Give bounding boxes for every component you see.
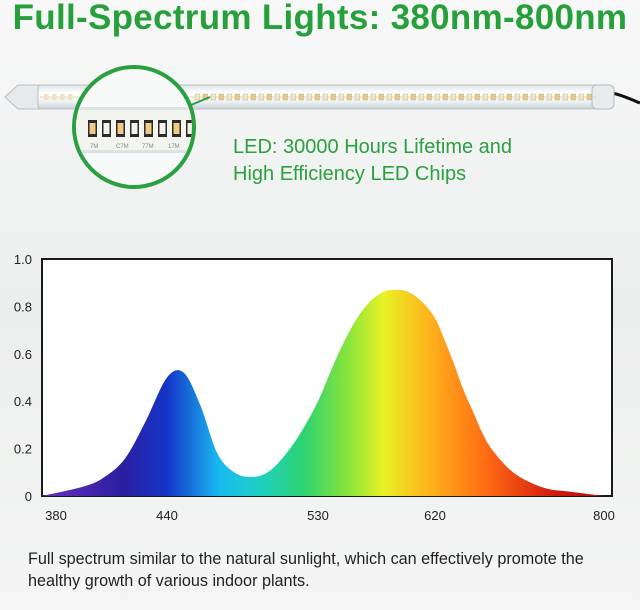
led-chip	[338, 93, 344, 101]
led-chip	[314, 93, 320, 101]
led-chip	[458, 93, 464, 101]
led-chip	[410, 93, 416, 101]
magnified-chip-phosphor	[131, 123, 138, 134]
led-chip	[562, 93, 568, 101]
y-tick-label: 0.4	[14, 394, 32, 409]
footer-description: Full spectrum similar to the natural sun…	[28, 550, 584, 590]
callout-line	[190, 96, 211, 106]
led-chip	[442, 93, 448, 101]
x-axis: 380 440 530 620 800	[45, 508, 615, 523]
led-chip	[250, 93, 256, 101]
led-chip	[330, 93, 336, 101]
led-chip	[234, 93, 240, 101]
led-chip	[482, 93, 488, 101]
y-tick-label: 0.6	[14, 347, 32, 362]
caption-line-2: High Efficiency LED Chips	[233, 163, 467, 185]
led-chip	[44, 94, 49, 100]
led-chip	[60, 94, 65, 100]
magnified-chip-phosphor	[103, 123, 110, 134]
led-chip	[546, 93, 552, 101]
led-chip	[578, 93, 584, 101]
led-chip	[538, 93, 544, 101]
led-chip	[498, 93, 504, 101]
led-chip	[322, 93, 328, 101]
led-chip	[530, 93, 536, 101]
led-chip	[354, 93, 360, 101]
x-tick-label: 380	[45, 508, 67, 523]
y-tick-label: 1.0	[14, 252, 32, 267]
magnified-led-chips	[88, 120, 192, 137]
chip-label: 17M	[168, 144, 180, 150]
magnified-chip-phosphor	[187, 123, 192, 134]
magnified-chip-phosphor	[89, 123, 96, 134]
led-chip	[226, 93, 232, 101]
led-chip	[474, 93, 480, 101]
led-chip	[242, 93, 248, 101]
led-chip	[490, 93, 496, 101]
led-chip	[514, 93, 520, 101]
y-tick-label: 0	[25, 489, 32, 504]
chip-label: 77M	[142, 144, 154, 150]
spectrum-area	[42, 289, 604, 496]
magnified-chip-phosphor	[173, 123, 180, 134]
led-chip	[466, 93, 472, 101]
led-chip	[274, 93, 280, 101]
led-chip	[68, 94, 73, 100]
led-chip	[194, 93, 200, 101]
led-chip	[266, 93, 272, 101]
led-chip	[282, 93, 288, 101]
caption-line-1: LED: 30000 Hours Lifetime and	[233, 136, 513, 158]
y-tick-label: 0.8	[14, 299, 32, 314]
led-chip	[362, 93, 368, 101]
x-tick-label: 530	[307, 508, 329, 523]
led-chip	[418, 93, 424, 101]
tube-left-cap	[4, 84, 41, 110]
led-chip	[522, 93, 528, 101]
x-tick-label: 800	[593, 508, 615, 523]
chip-label: 7M	[90, 144, 98, 150]
magnifier-circle: 7M C7M 77M 17M	[72, 65, 196, 189]
led-chip	[450, 93, 456, 101]
led-caption: LED: 30000 Hours Lifetime and High Effic…	[233, 134, 512, 188]
led-chip	[394, 93, 400, 101]
led-tube-illustration: 7M C7M 77M 17M	[4, 65, 640, 189]
y-tick-label: 0.2	[14, 442, 32, 457]
spectrum-chart: 1.0 0.8 0.6 0.4 0.2 0 380 440 530 620 800	[14, 252, 615, 523]
led-chip	[346, 93, 352, 101]
led-chip	[506, 93, 512, 101]
led-chip	[426, 93, 432, 101]
led-chip	[434, 93, 440, 101]
magnified-chip-phosphor	[117, 123, 124, 134]
led-chip	[298, 93, 304, 101]
led-chip	[378, 93, 384, 101]
led-chip	[290, 93, 296, 101]
x-tick-label: 440	[156, 508, 178, 523]
led-chip	[570, 93, 576, 101]
led-chip	[386, 93, 392, 101]
led-chip	[52, 94, 57, 100]
power-cable	[611, 91, 640, 105]
y-axis: 1.0 0.8 0.6 0.4 0.2 0	[14, 252, 32, 504]
magnified-chip-phosphor	[159, 123, 166, 134]
chip-label: C7M	[116, 144, 129, 150]
led-chip	[402, 93, 408, 101]
magnified-chip-phosphor	[145, 123, 152, 134]
led-chip	[210, 93, 216, 101]
page-title: Full-Spectrum Lights: 380nm-800nm	[12, 0, 628, 37]
led-chip	[218, 93, 224, 101]
led-chip	[554, 93, 560, 101]
led-chip	[306, 93, 312, 101]
led-chip	[258, 93, 264, 101]
tube-led-chips	[44, 93, 592, 101]
x-tick-label: 620	[424, 508, 446, 523]
led-chip	[370, 93, 376, 101]
led-chip	[586, 93, 592, 101]
